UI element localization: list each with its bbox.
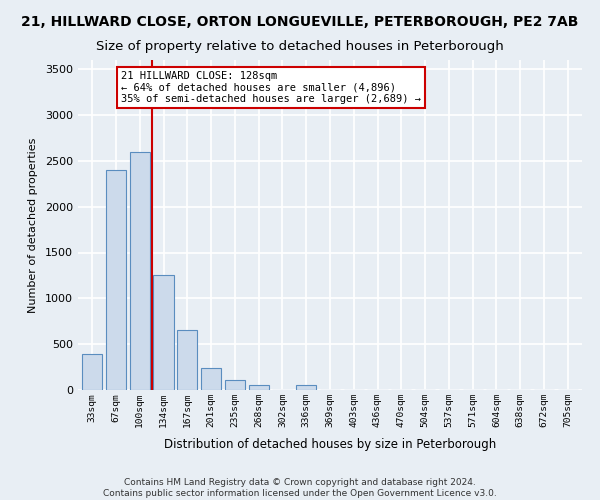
Bar — [201, 368, 221, 390]
Bar — [106, 170, 126, 390]
Text: 21 HILLWARD CLOSE: 128sqm
← 64% of detached houses are smaller (4,896)
35% of se: 21 HILLWARD CLOSE: 128sqm ← 64% of detac… — [121, 71, 421, 104]
Y-axis label: Number of detached properties: Number of detached properties — [28, 138, 38, 312]
Bar — [225, 380, 245, 390]
Bar — [296, 385, 316, 390]
Text: Size of property relative to detached houses in Peterborough: Size of property relative to detached ho… — [96, 40, 504, 53]
Bar — [154, 276, 173, 390]
Bar — [82, 354, 103, 390]
Bar — [248, 384, 269, 390]
Text: Contains HM Land Registry data © Crown copyright and database right 2024.
Contai: Contains HM Land Registry data © Crown c… — [103, 478, 497, 498]
Bar — [177, 330, 197, 390]
X-axis label: Distribution of detached houses by size in Peterborough: Distribution of detached houses by size … — [164, 438, 496, 452]
Bar — [130, 152, 150, 390]
Text: 21, HILLWARD CLOSE, ORTON LONGUEVILLE, PETERBOROUGH, PE2 7AB: 21, HILLWARD CLOSE, ORTON LONGUEVILLE, P… — [22, 15, 578, 29]
